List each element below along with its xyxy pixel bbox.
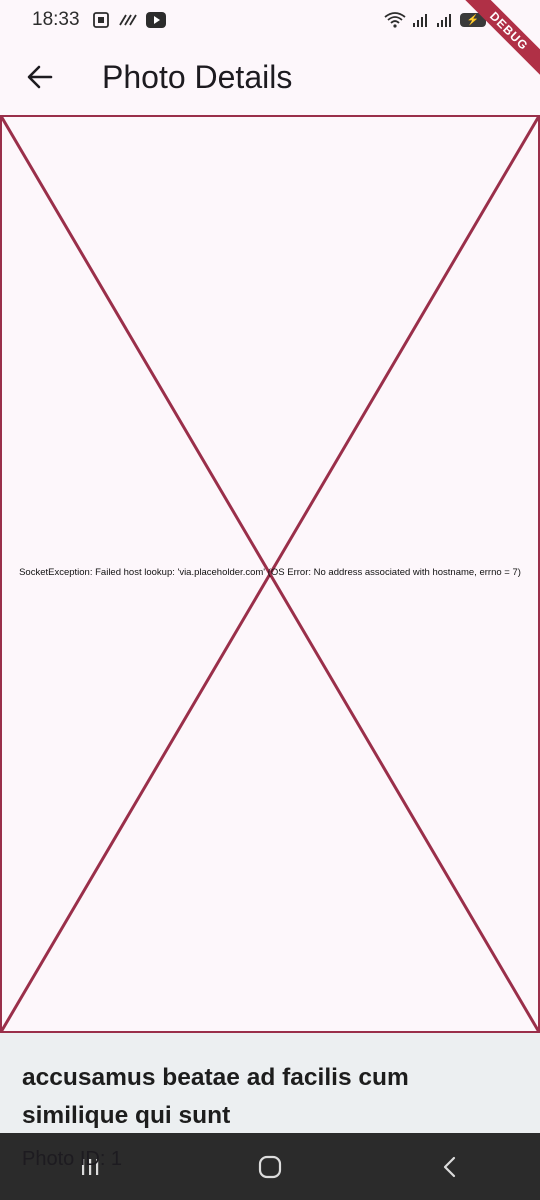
photo-title: accusamus beatae ad facilis cum similiqu… bbox=[22, 1064, 409, 1129]
battery-icon: ⚡ bbox=[460, 13, 486, 27]
page-title: Photo Details bbox=[102, 58, 293, 95]
wifi-icon bbox=[384, 12, 406, 28]
back-icon bbox=[443, 1156, 456, 1177]
photo-id: Photo ID: 1 bbox=[22, 1148, 123, 1170]
youtube-icon bbox=[145, 12, 166, 28]
system-back-button[interactable] bbox=[420, 1137, 480, 1197]
arrow-back-icon bbox=[27, 65, 53, 89]
image-error-text: SocketException: Failed host lookup: 'vi… bbox=[19, 567, 521, 578]
app-bar: Photo Details bbox=[0, 40, 540, 114]
status-time: 18:33 bbox=[32, 9, 80, 30]
back-button[interactable] bbox=[12, 49, 68, 105]
status-right: ⚡ bbox=[384, 12, 486, 28]
recents-icon bbox=[82, 1158, 99, 1175]
home-icon bbox=[258, 1155, 282, 1178]
nfc-icon bbox=[118, 13, 138, 27]
status-bar: 18:33 ⚡ bbox=[0, 0, 540, 40]
recents-button[interactable] bbox=[60, 1137, 120, 1197]
image-error-placeholder: SocketException: Failed host lookup: 'vi… bbox=[0, 115, 540, 1033]
status-left: 18:33 bbox=[32, 9, 166, 31]
system-nav-bar bbox=[0, 1133, 540, 1200]
signal-icon bbox=[436, 12, 454, 28]
screenshot-icon bbox=[92, 11, 110, 29]
home-button[interactable] bbox=[240, 1137, 300, 1197]
photo-details-panel: accusamus beatae ad facilis cum similiqu… bbox=[0, 1033, 540, 1133]
signal-icon bbox=[412, 12, 430, 28]
